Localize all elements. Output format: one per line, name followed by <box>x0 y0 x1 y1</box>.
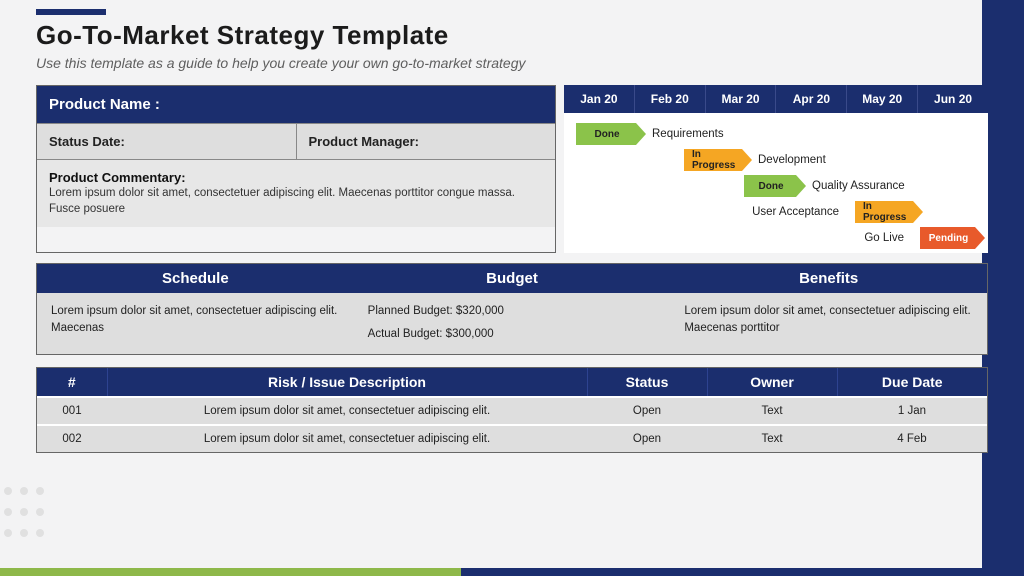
title-accent-bar <box>36 9 106 15</box>
timeline-row: In Progress Development <box>684 149 826 171</box>
status-date-label: Status Date: <box>37 123 296 159</box>
timeline-task-label: Requirements <box>652 128 724 140</box>
timeline-task-label: Quality Assurance <box>812 180 905 192</box>
slide-content: Go-To-Market Strategy Template Use this … <box>36 20 988 453</box>
timeline-task-label: User Acceptance <box>739 206 839 218</box>
month-col: Apr 20 <box>776 85 847 113</box>
budget-planned: Planned Budget: $320,000 <box>368 305 504 317</box>
month-col: May 20 <box>847 85 918 113</box>
risk-cell-desc: Lorem ipsum dolor sit amet, consectetuer… <box>107 425 587 452</box>
sbb-header-schedule: Schedule <box>37 264 354 293</box>
budget-text: Planned Budget: $320,000 Actual Budget: … <box>354 293 671 354</box>
month-col: Jun 20 <box>918 85 988 113</box>
risk-col-due: Due Date <box>837 368 987 397</box>
product-commentary: Product Commentary: Lorem ipsum dolor si… <box>37 159 555 227</box>
month-col: Mar 20 <box>706 85 777 113</box>
timeline-task-label: Go Live <box>804 232 904 244</box>
risk-cell-status: Open <box>587 397 707 425</box>
footer-bar <box>0 568 1024 576</box>
sbb-header-budget: Budget <box>354 264 671 293</box>
benefits-text: Lorem ipsum dolor sit amet, consectetuer… <box>670 293 987 354</box>
budget-actual: Actual Budget: $300,000 <box>368 326 494 343</box>
commentary-text: Lorem ipsum dolor sit amet, consectetuer… <box>49 186 543 217</box>
timeline-row: Done Quality Assurance <box>744 175 905 197</box>
table-row: 001Lorem ipsum dolor sit amet, consectet… <box>37 397 987 425</box>
timeline-row: User Acceptance In Progress <box>739 201 913 223</box>
risk-cell-num: 001 <box>37 397 107 425</box>
status-arrow: Done <box>744 175 796 197</box>
timeline-row: Done Requirements <box>576 123 724 145</box>
risk-cell-owner: Text <box>707 425 837 452</box>
risk-col-status: Status <box>587 368 707 397</box>
month-col: Feb 20 <box>635 85 706 113</box>
risk-col-num: # <box>37 368 107 397</box>
table-row: 002Lorem ipsum dolor sit amet, consectet… <box>37 425 987 452</box>
commentary-label: Product Commentary: <box>49 170 543 185</box>
status-arrow: In Progress <box>684 149 742 171</box>
risk-table: # Risk / Issue Description Status Owner … <box>36 367 988 453</box>
product-name-header: Product Name : <box>37 86 555 123</box>
status-arrow: Pending <box>920 227 975 249</box>
risk-cell-due: 1 Jan <box>837 397 987 425</box>
timeline-body: Done Requirements In Progress Development Do… <box>564 113 988 253</box>
product-panel: Product Name : Status Date: Product Mana… <box>36 85 556 253</box>
product-manager-label: Product Manager: <box>296 123 556 159</box>
status-arrow: Done <box>576 123 636 145</box>
timeline-task-label: Development <box>758 154 826 166</box>
schedule-text: Lorem ipsum dolor sit amet, consectetuer… <box>37 293 354 354</box>
risk-cell-status: Open <box>587 425 707 452</box>
right-accent-stripe <box>982 0 1024 576</box>
timeline-months-header: Jan 20 Feb 20 Mar 20 Apr 20 May 20 Jun 2… <box>564 85 988 113</box>
dot-pattern-bottom-left <box>0 483 60 546</box>
timeline-row: Go Live Pending <box>804 227 975 249</box>
risk-cell-num: 002 <box>37 425 107 452</box>
risk-col-desc: Risk / Issue Description <box>107 368 587 397</box>
page-subtitle: Use this template as a guide to help you… <box>36 55 988 71</box>
timeline-panel: Jan 20 Feb 20 Mar 20 Apr 20 May 20 Jun 2… <box>564 85 988 253</box>
status-arrow: In Progress <box>855 201 913 223</box>
risk-col-owner: Owner <box>707 368 837 397</box>
sbb-header-benefits: Benefits <box>670 264 987 293</box>
risk-cell-due: 4 Feb <box>837 425 987 452</box>
schedule-budget-benefits: Schedule Budget Benefits Lorem ipsum dol… <box>36 263 988 355</box>
risk-cell-owner: Text <box>707 397 837 425</box>
page-title: Go-To-Market Strategy Template <box>36 20 988 51</box>
month-col: Jan 20 <box>564 85 635 113</box>
risk-cell-desc: Lorem ipsum dolor sit amet, consectetuer… <box>107 397 587 425</box>
